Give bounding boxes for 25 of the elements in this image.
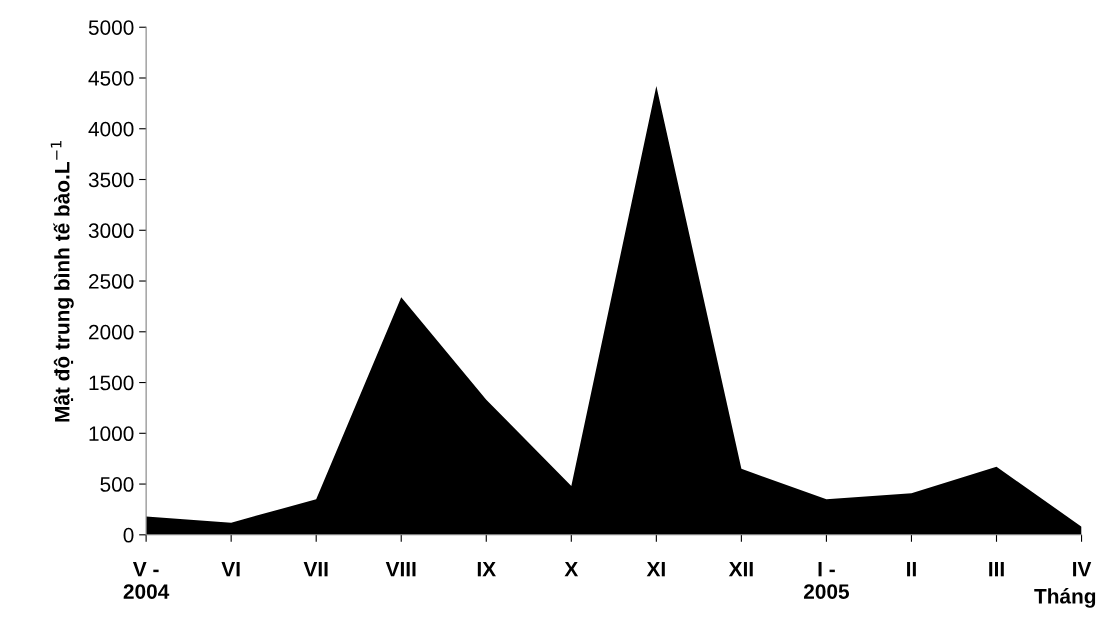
x-tick-label: XI (646, 561, 665, 577)
x-tick-label: X (564, 561, 579, 577)
y-tick-label: 3500 (88, 172, 134, 188)
y-tick-label: 500 (100, 477, 134, 492)
y-tick-label: 1000 (89, 426, 134, 442)
y-tick-label: 4000 (88, 121, 134, 137)
y-axis-title: Mật độ trung bình tế bào.L$^{−1}$ (50, 141, 74, 422)
x-tick-label: XII (728, 561, 753, 577)
x-tick-label: VI (221, 561, 240, 577)
x-tick-label: IX (477, 561, 496, 577)
x-tick-label: IV (1073, 561, 1092, 577)
x-tick-label: III (989, 561, 1004, 577)
x-tick-label: VII (303, 561, 328, 577)
y-tick-label: 4500 (88, 71, 134, 86)
x-tick-label: I - 2005 (803, 561, 850, 599)
x-axis-title: Tháng (1034, 588, 1096, 608)
y-tick-label: 3000 (88, 223, 134, 239)
y-tick-label: 2500 (89, 274, 134, 289)
x-tick-label: V - 2004 (123, 561, 170, 599)
y-tick-label: 1500 (89, 375, 134, 391)
x-tick-label: VIII (385, 561, 416, 577)
y-tick-label: 5000 (88, 20, 134, 35)
x-tick-label: II (907, 561, 916, 577)
y-tick-label: 0 (123, 527, 134, 543)
y-tick-label: 2000 (89, 324, 134, 340)
